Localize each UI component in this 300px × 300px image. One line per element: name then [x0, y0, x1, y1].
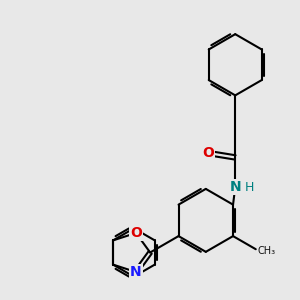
- Text: CH₃: CH₃: [258, 246, 276, 256]
- Text: O: O: [202, 146, 214, 160]
- Text: N: N: [130, 266, 142, 280]
- Text: H: H: [244, 181, 254, 194]
- Text: O: O: [130, 226, 142, 239]
- Text: N: N: [230, 180, 241, 194]
